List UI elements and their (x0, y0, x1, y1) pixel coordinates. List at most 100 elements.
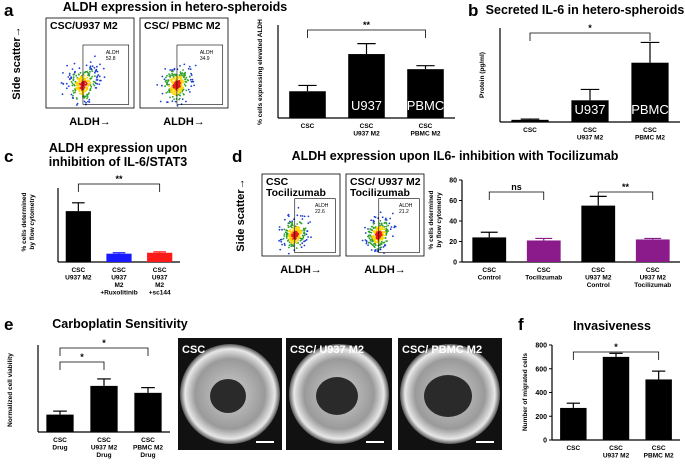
chart-title: Invasiveness (573, 319, 651, 333)
flow-dot (174, 85, 177, 87)
flow-dot (305, 238, 308, 241)
flow-dot (361, 239, 364, 242)
flow-dot (74, 88, 76, 90)
flow-dot (86, 88, 88, 90)
flow-dot (297, 233, 300, 236)
flow-dot (380, 242, 382, 245)
flow-dot (91, 75, 94, 78)
x-tick-label: CSC U937 M2 +sc144 (149, 267, 171, 297)
flow-dot (300, 229, 303, 232)
flow-dot (86, 70, 88, 73)
flow-dot (291, 220, 294, 223)
flow-dot (81, 85, 83, 88)
flow-dot (68, 78, 71, 81)
flow-dot (365, 242, 368, 245)
flow-dot (75, 104, 78, 106)
flow-dot (290, 241, 293, 244)
y-axis-label: % cells determinedby flow cytometry (428, 191, 443, 250)
flow-dot (303, 244, 306, 247)
y-tick-label: 0 (453, 260, 457, 267)
x-tick-label: CSC (523, 127, 537, 134)
significance-bracket (59, 347, 149, 356)
flow-dot (85, 81, 87, 84)
flow-dot (369, 234, 372, 237)
flow-dot (306, 230, 308, 233)
significance-bracket (307, 29, 426, 38)
panel-label: e (4, 315, 13, 334)
flow-dot (303, 234, 306, 237)
flow-dot (168, 89, 171, 92)
flow-dot (96, 76, 98, 79)
flow-dot (292, 232, 295, 235)
y-axis-label: Normalized cell viability (7, 353, 14, 427)
flow-dot (292, 228, 295, 231)
flow-dot (76, 82, 79, 85)
flow-dot (174, 93, 177, 96)
flow-dot (89, 66, 91, 69)
flow-dot (382, 246, 385, 248)
flow-dot (385, 222, 388, 225)
flow-dot (310, 236, 312, 239)
flow-dot (279, 248, 282, 251)
y-tick-label: 800 (535, 343, 547, 350)
flow-dot (189, 68, 192, 70)
flow-title: CSC Tocilizumab (266, 176, 326, 199)
bar (106, 253, 132, 262)
flow-dot (163, 78, 166, 81)
flow-dot (387, 224, 389, 227)
x-tick-label: CSC (301, 123, 315, 130)
flow-dot (288, 244, 291, 247)
flow-dot (370, 231, 373, 234)
spheroid (316, 377, 358, 415)
panel-label: c (4, 147, 13, 166)
flow-dot (61, 93, 64, 96)
panel-label: b (468, 1, 478, 20)
flow-dot (298, 230, 301, 232)
flow-dot (73, 62, 76, 65)
bar (65, 211, 91, 262)
flow-dot (77, 73, 80, 76)
flow-dot (170, 88, 172, 91)
flow-dot (171, 74, 174, 77)
flow-dot (283, 235, 286, 237)
significance-label: * (614, 342, 618, 352)
bar (134, 392, 162, 432)
flow-dot (79, 71, 82, 74)
flow-dot (284, 244, 286, 247)
flow-dot (187, 67, 190, 70)
flow-dot (62, 72, 64, 74)
flow-dot (89, 89, 91, 92)
y-tick-label: 40 (449, 219, 457, 226)
flow-dot (184, 84, 187, 87)
flow-dot (176, 104, 179, 107)
flow-dot (291, 223, 293, 226)
flow-dot (65, 82, 68, 85)
bar (645, 379, 672, 440)
flow-dot (380, 235, 382, 237)
flow-dot (76, 88, 79, 90)
flow-dot (66, 64, 68, 67)
flow-dot (388, 222, 391, 225)
flow-dot (290, 226, 293, 229)
flow-dot (300, 222, 303, 225)
bar (511, 119, 549, 122)
bar (472, 237, 507, 262)
flow-dot (68, 72, 71, 75)
image-label: CSC (182, 344, 205, 356)
flow-dot (384, 218, 387, 221)
flow-dot (166, 83, 168, 86)
flow-dot (386, 230, 389, 232)
flow-dot (285, 233, 288, 236)
bar (631, 62, 669, 122)
flow-dot (296, 223, 299, 225)
flow-dot (290, 243, 292, 246)
flow-dot (297, 231, 300, 234)
flow-dot (385, 227, 388, 230)
flow-dot (172, 82, 175, 85)
significance-bracket (597, 191, 654, 200)
flow-dot (80, 93, 83, 95)
flow-dot (290, 231, 292, 234)
panel-label: d (232, 147, 242, 166)
flow-dot (96, 79, 99, 81)
